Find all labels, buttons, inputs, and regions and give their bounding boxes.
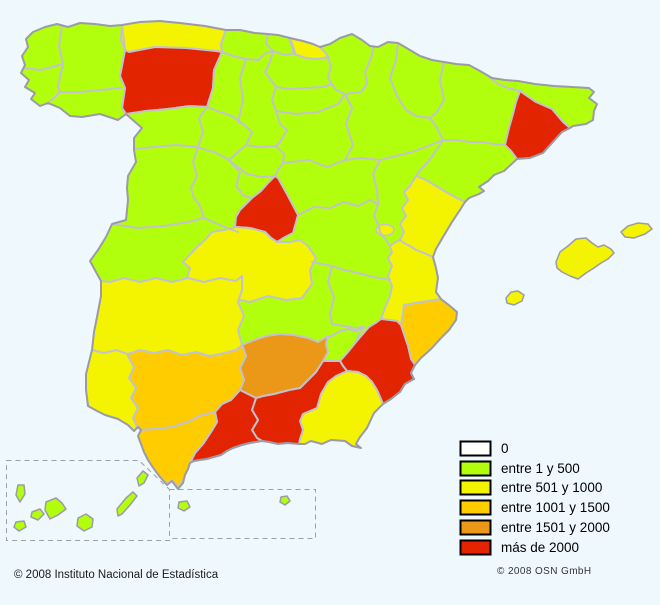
svg-text:© 2008 OSN GmbH: © 2008 OSN GmbH [497, 566, 592, 577]
svg-text:© 2008 Instituto Nacional de E: © 2008 Instituto Nacional de Estadística [14, 569, 219, 581]
svg-text:0: 0 [501, 441, 509, 456]
svg-text:entre 1501 y 2000: entre 1501 y 2000 [501, 520, 610, 535]
svg-text:entre 501 y 1000: entre 501 y 1000 [501, 480, 602, 495]
svg-text:entre 1 y 500: entre 1 y 500 [501, 461, 580, 476]
svg-text:entre 1001 y 1500: entre 1001 y 1500 [501, 500, 610, 515]
svg-text:más de 2000: más de 2000 [501, 540, 579, 555]
